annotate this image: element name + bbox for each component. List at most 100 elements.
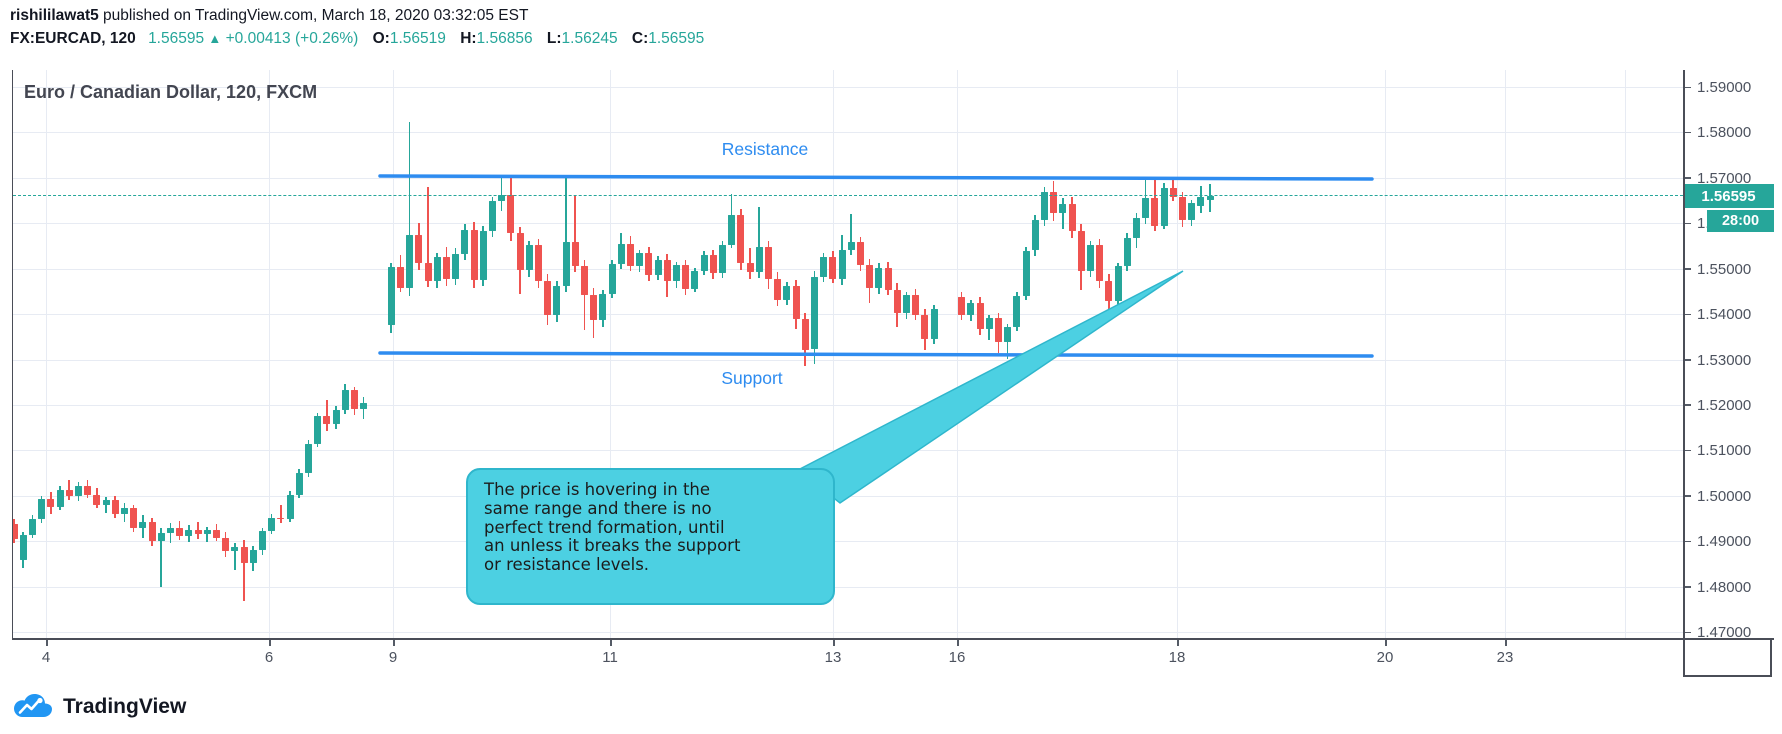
candle-body (1169, 187, 1177, 197)
candle-body (323, 416, 331, 424)
candle-body (700, 255, 708, 271)
candle-body (240, 546, 248, 563)
candle-body (341, 390, 349, 411)
candle-body (645, 252, 653, 276)
candle-body (847, 242, 855, 250)
candle-body (534, 245, 542, 282)
time-tick-label: 6 (264, 649, 274, 666)
candle-body (553, 285, 561, 315)
candle-body (1105, 281, 1113, 302)
price-tick-label: 1.57000 (1697, 169, 1752, 187)
callout-leader[interactable] (796, 270, 1184, 504)
candle-body (728, 215, 736, 246)
resistance-label[interactable]: Resistance (721, 139, 809, 159)
candle-body (120, 508, 128, 514)
symbol-name: FX:EURCAD, 120 (10, 30, 136, 47)
callout-text-line: an unless it breaks the support (484, 536, 741, 556)
candle-body (65, 490, 73, 496)
candle-body (709, 255, 717, 274)
time-axis-separator (12, 638, 1774, 640)
price-axis-separator (1683, 70, 1685, 677)
candle-body (820, 257, 828, 277)
chart-pane[interactable]: Resistance Support The price is hovering i… (13, 70, 1683, 638)
up-arrow-icon: ▲ (208, 31, 222, 46)
price-tick-label: 1.47000 (1697, 624, 1752, 641)
price-tick-label: 1.55000 (1697, 260, 1752, 278)
candle-body (194, 529, 202, 535)
candle-body (571, 242, 579, 267)
candle-body (654, 259, 662, 276)
candle-body (28, 519, 36, 535)
candle-body (387, 266, 395, 325)
price-tick (1685, 222, 1691, 225)
candle-body (176, 528, 184, 536)
candle-body (746, 263, 754, 273)
price-tick-label: 1.58000 (1697, 124, 1752, 142)
candle-body (1050, 192, 1058, 214)
low-value: 1.56245 (561, 30, 618, 47)
candle-body (580, 266, 588, 295)
tradingview-logo[interactable]: TradingView (12, 692, 186, 722)
close-value: 1.56595 (648, 30, 705, 47)
time-tick (46, 640, 48, 646)
candle-body (718, 245, 726, 274)
callout-note[interactable]: The price is hovering in the same range a… (466, 468, 835, 605)
callout-text-line: The price is hovering in the (484, 480, 711, 499)
candle-body (525, 245, 533, 270)
price-tick (1685, 495, 1691, 497)
price-tick (1685, 268, 1691, 270)
time-tick (610, 640, 612, 646)
candle-body (810, 276, 818, 350)
candle-body (663, 259, 671, 282)
h-gridline (13, 632, 1683, 633)
candle-body (1068, 204, 1076, 232)
symbol-info-line: FX:EURCAD, 120 1.56595 ▲ +0.00413 (+0.26… (10, 30, 704, 48)
candle-wick (850, 214, 852, 256)
price-axis[interactable]: 1.590001.580001.570001.560001.550001.540… (1685, 70, 1774, 641)
candle-body (74, 485, 82, 496)
candle-body (967, 302, 975, 315)
time-tick (833, 640, 835, 646)
time-axis[interactable]: 4 6 9 11 13 16 18 20 23 (12, 640, 1683, 677)
support-line[interactable] (378, 351, 1374, 358)
candle-body (921, 314, 929, 340)
v-gridline (269, 70, 270, 638)
candle-body (902, 295, 910, 314)
candle-body (157, 532, 165, 542)
h-gridline (13, 223, 1683, 225)
candle-body (452, 254, 460, 279)
price-tick-label: 1.54000 (1697, 306, 1752, 324)
candle-body (222, 537, 230, 552)
price-tick (1685, 586, 1691, 588)
candle-wick (243, 540, 245, 601)
price-tick-label: 1.49000 (1697, 533, 1752, 551)
v-gridline (1177, 70, 1178, 638)
v-gridline (1385, 70, 1386, 638)
candle-body (783, 285, 791, 300)
candle-wick (500, 175, 503, 211)
candle-body (1123, 237, 1131, 267)
high-label: H: (460, 30, 477, 47)
candle-body (19, 534, 27, 561)
candle-body (13, 523, 18, 539)
h-gridline (13, 314, 1683, 316)
candle-wick (68, 479, 70, 501)
h-gridline (13, 87, 1683, 88)
time-tick (269, 640, 271, 646)
price-tick (1685, 359, 1691, 361)
candle-body (829, 257, 837, 279)
candle-body (1188, 202, 1196, 220)
candle-body (102, 500, 110, 505)
candle-body (1197, 196, 1205, 206)
candle-body (470, 230, 478, 281)
time-tick (1385, 640, 1387, 646)
candle-wick (583, 260, 586, 330)
support-label[interactable]: Support (721, 368, 783, 388)
candle-body (1022, 250, 1030, 296)
candle-body (893, 290, 901, 314)
price-tick (1685, 131, 1691, 134)
price-tick (1685, 449, 1691, 452)
candle-body (976, 302, 984, 329)
h-gridline (13, 586, 1683, 588)
